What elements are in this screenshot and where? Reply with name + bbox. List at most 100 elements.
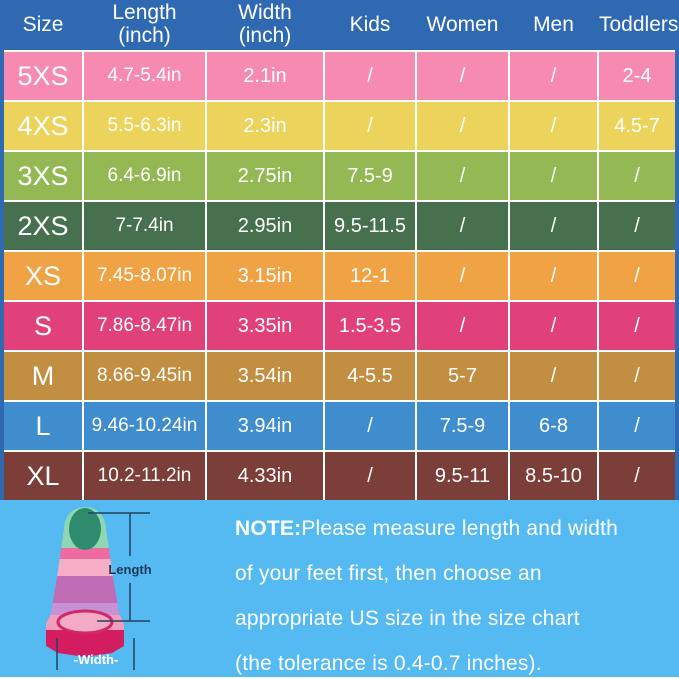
men-cell: 8.5-10 [510,452,597,500]
fin-diagram: Length -Width- [46,507,152,670]
fin-body [46,507,124,657]
table-row-xs: XS 7.45-8.07in 3.15in 12-1 / / / [4,252,675,300]
size-cell: M [4,352,82,400]
size-cell: 5XS [4,52,82,100]
header-label: Size [22,12,64,36]
table-header-row: Size Length (inch) Width (inch) Kids Wom… [4,0,679,50]
men-cell: / [510,52,597,100]
note-line-4: (the tolerance is 0.4-0.7 inches). [235,652,542,675]
women-cell: / [417,302,508,350]
note-line-1: NOTE:Please measure length and width [235,506,665,551]
table-row-l: L 9.46-10.24in 3.94in / 7.5-9 6-8 / [4,402,675,450]
size-table: Size Length (inch) Width (inch) Kids Wom… [0,0,679,500]
header-label: Width [238,1,292,25]
header-label: Toddlers [599,12,679,36]
header-label: Kids [349,12,391,36]
men-cell: / [510,252,597,300]
size-cell: XS [4,252,82,300]
fin-foot-opening-ellipse [56,609,114,635]
fin-foot-opening [56,609,114,635]
header-label: Length [112,1,177,25]
men-cell: / [510,302,597,350]
header-women: Women [417,12,508,37]
kids-cell: / [325,52,415,100]
length-cell: 9.46-10.24in [84,402,205,450]
toddlers-cell: / [599,402,675,450]
size-cell: XL [4,452,82,500]
size-cell: 4XS [4,102,82,150]
header-width: Width (inch) [207,2,323,47]
kids-cell: 1.5-3.5 [325,302,415,350]
women-cell: / [417,52,508,100]
header-sublabel: (inch) [118,24,171,47]
length-cell: 10.2-11.2in [84,452,205,500]
size-cell: 2XS [4,202,82,250]
note-line-1-text: Please measure length and width [301,517,619,540]
size-cell: L [4,402,82,450]
size-cell: 3XS [4,152,82,200]
header-size: Size [4,12,82,37]
width-cell: 4.33in [207,452,323,500]
women-cell: 5-7 [417,352,508,400]
header-label: Women [426,12,499,36]
note-section: Length -Width- NOTE:Please measure lengt… [0,500,679,677]
width-cell: 3.54in [207,352,323,400]
toddlers-cell: 2-4 [599,52,675,100]
men-cell: / [510,202,597,250]
men-cell: / [510,352,597,400]
width-cell: 2.95in [207,202,323,250]
header-label: Men [533,12,574,36]
men-cell: / [510,152,597,200]
width-cell: 3.94in [207,402,323,450]
toddlers-cell: / [599,152,675,200]
width-cell: 2.75in [207,152,323,200]
table-row-xl: XL 10.2-11.2in 4.33in / 9.5-11 8.5-10 / [4,452,675,500]
kids-cell: 4-5.5 [325,352,415,400]
kids-cell: 12-1 [325,252,415,300]
table-row-2xs: 2XS 7-7.4in 2.95in 9.5-11.5 / / / [4,202,675,250]
fin-tip [69,508,101,550]
fin-band-orchid [46,576,124,603]
toddlers-cell: / [599,352,675,400]
table-body: 5XS 4.7-5.4in 2.1in / / / 2-4 4XS 5.5-6.… [4,50,675,500]
length-label: Length [108,562,151,577]
header-men: Men [510,12,597,37]
header-kids: Kids [325,12,415,37]
toddlers-cell: / [599,202,675,250]
width-cell: 3.15in [207,252,323,300]
toddlers-cell: / [599,302,675,350]
length-cell: 6.4-6.9in [84,152,205,200]
toddlers-cell: 4.5-7 [599,102,675,150]
women-cell: 7.5-9 [417,402,508,450]
note-text: NOTE:Please measure length and width of … [235,506,665,679]
length-cell: 5.5-6.3in [84,102,205,150]
header-toddlers: Toddlers [599,12,679,37]
length-cell: 8.66-9.45in [84,352,205,400]
width-cell: 2.3in [207,102,323,150]
note-label: NOTE: [235,517,302,540]
header-sublabel: (inch) [238,24,292,47]
table-row-s: S 7.86-8.47in 3.35in 1.5-3.5 / / / [4,302,675,350]
length-cell: 4.7-5.4in [84,52,205,100]
length-cell: 7-7.4in [84,202,205,250]
width-measure-ticks [56,638,135,670]
men-cell: / [510,102,597,150]
fin-band-light-pink [46,559,124,576]
table-row-4xs: 4XS 5.5-6.3in 2.3in / / / 4.5-7 [4,102,675,150]
kids-cell: 9.5-11.5 [325,202,415,250]
table-row-m: M 8.66-9.45in 3.54in 4-5.5 5-7 / / [4,352,675,400]
length-cell: 7.86-8.47in [84,302,205,350]
women-cell: / [417,102,508,150]
note-line-3: appropriate US size in the size chart [235,607,580,630]
table-row-3xs: 3XS 6.4-6.9in 2.75in 7.5-9 / / / [4,152,675,200]
note-line-2: of your feet first, then choose an [235,562,542,585]
width-label: -Width- [74,652,119,667]
fin-band-light-purple [46,603,124,615]
width-cell: 2.1in [207,52,323,100]
kids-cell: 7.5-9 [325,152,415,200]
fin-band-hot-pink [46,548,124,559]
table-row-5xs: 5XS 4.7-5.4in 2.1in / / / 2-4 [4,52,675,100]
men-cell: 6-8 [510,402,597,450]
kids-cell: / [325,102,415,150]
